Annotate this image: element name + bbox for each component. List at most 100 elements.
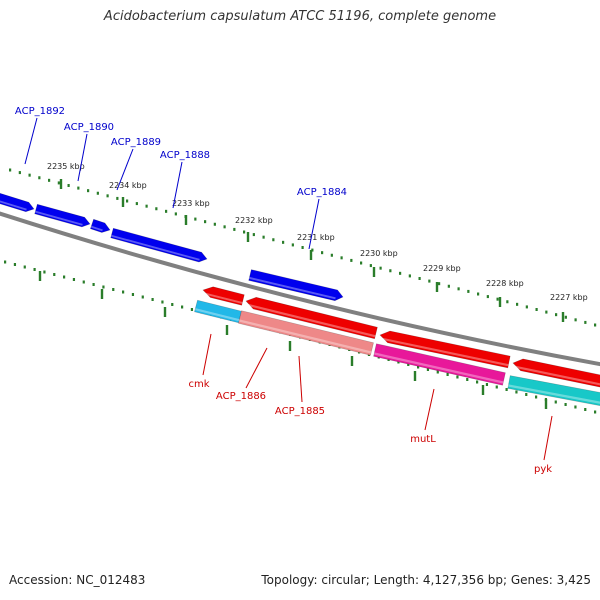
tick-label: 2234 kbp — [109, 181, 147, 190]
gene-cmk-outer[interactable] — [202, 286, 245, 306]
scale-dot — [301, 246, 304, 249]
major-tick — [309, 250, 313, 260]
scale-dot — [535, 395, 538, 399]
scale-dot — [48, 178, 51, 182]
gene-acp-1890[interactable] — [90, 218, 111, 233]
major-tick — [225, 325, 229, 335]
svg-text:pyk: pyk — [534, 464, 552, 475]
scale-dot — [171, 303, 174, 306]
scale-dot — [252, 233, 255, 237]
genome-backbone — [0, 211, 600, 367]
svg-text:cmk: cmk — [188, 379, 209, 390]
scale-dot — [145, 204, 148, 208]
scale-dot — [369, 264, 372, 268]
scale-dot — [116, 196, 119, 200]
scale-dot — [417, 365, 420, 369]
gene-acp-1884[interactable] — [248, 269, 344, 302]
scale-dot — [447, 284, 450, 288]
major-tick — [246, 232, 250, 242]
scale-dot — [438, 282, 441, 286]
accession-text: Accession: NC_012483 — [9, 573, 146, 587]
gene-acp-1889[interactable] — [110, 227, 208, 263]
scale-dot — [53, 273, 56, 276]
label-mutl[interactable]: mutL — [410, 388, 436, 445]
scale-dot — [407, 363, 410, 366]
scale-dot — [141, 295, 144, 299]
scale-dot — [505, 388, 508, 391]
scale-dot — [38, 176, 41, 180]
scale-dot — [330, 253, 333, 257]
major-tick — [372, 267, 376, 277]
scale-ticks: 2235 kbp 2234 kbp 2233 kbp 2232 kbp 2231 kbp… — [4, 162, 597, 414]
scale-dot — [340, 256, 343, 260]
svg-text:ACP_1885: ACP_1885 — [275, 406, 325, 417]
scale-dot — [515, 390, 518, 394]
scale-dot — [33, 268, 36, 271]
scale-dot — [564, 403, 567, 406]
svg-text:ACP_1889: ACP_1889 — [111, 137, 161, 148]
gene-pyk-outer[interactable] — [512, 358, 600, 388]
label-acp-1890[interactable]: ACP_1890 — [64, 122, 114, 182]
svg-text:ACP_1890: ACP_1890 — [64, 122, 114, 133]
scale-dot — [213, 222, 216, 226]
gene-mutl-outer[interactable] — [379, 330, 511, 369]
scale-dot — [96, 191, 99, 195]
scale-dot — [291, 243, 294, 247]
major-tick — [184, 215, 188, 225]
scale-dot — [194, 217, 197, 221]
label-acp-1886[interactable]: ACP_1886 — [216, 347, 268, 402]
scale-dot — [106, 194, 109, 198]
scale-dot — [77, 186, 80, 190]
scale-dot — [28, 173, 31, 177]
tick-label: 2235 kbp — [47, 162, 85, 171]
scale-dot — [426, 368, 430, 371]
scale-dot — [485, 383, 489, 386]
forward-gene-fragment[interactable] — [0, 192, 35, 213]
label-pyk[interactable]: pyk — [534, 415, 553, 475]
scale-dot — [72, 278, 76, 281]
gene-mutl[interactable] — [373, 343, 506, 386]
tick-label: 2232 kbp — [235, 216, 273, 225]
scale-dot — [204, 220, 207, 224]
scale-dot — [486, 295, 489, 299]
scale-dot — [477, 292, 480, 296]
label-acp-1892[interactable]: ACP_1892 — [15, 106, 65, 165]
label-acp-1884[interactable]: ACP_1884 — [297, 187, 347, 250]
label-cmk[interactable]: cmk — [188, 333, 212, 390]
scale-dot — [57, 181, 60, 185]
scale-dot — [555, 313, 558, 317]
label-acp-1888[interactable]: ACP_1888 — [160, 150, 210, 209]
scale-dot — [155, 207, 158, 211]
scale-dot — [174, 212, 177, 216]
scale-dot — [467, 289, 470, 293]
scale-dot — [545, 310, 548, 314]
scale-dot — [92, 283, 95, 286]
gene-acp-1886-outer[interactable] — [244, 296, 378, 340]
label-acp-1885[interactable]: ACP_1885 — [275, 355, 325, 417]
svg-text:ACP_1892: ACP_1892 — [15, 106, 65, 117]
scale-dot — [408, 274, 411, 278]
scale-dot — [466, 378, 469, 381]
gene-acp-1885[interactable] — [238, 310, 374, 356]
gene-acp-1892[interactable] — [34, 203, 91, 228]
scale-dot — [23, 265, 26, 269]
gene-features — [0, 192, 600, 406]
scale-dot — [82, 280, 85, 284]
major-tick — [100, 289, 104, 299]
scale-dot — [525, 305, 528, 309]
scale-dot — [594, 323, 597, 327]
scale-dot — [456, 375, 459, 379]
label-acp-1889[interactable]: ACP_1889 — [111, 137, 161, 191]
major-tick — [350, 356, 354, 366]
tick-label: 2229 kbp — [423, 264, 461, 273]
scale-dot — [122, 290, 125, 294]
scale-dot — [63, 275, 66, 279]
scale-dot — [126, 199, 129, 203]
major-tick — [498, 297, 502, 307]
scale-dot — [282, 240, 285, 244]
gene-pyk[interactable] — [507, 375, 600, 407]
major-tick — [481, 385, 485, 395]
scale-dot — [418, 277, 421, 280]
scale-dot — [165, 209, 168, 213]
tick-label: 2230 kbp — [360, 249, 398, 258]
